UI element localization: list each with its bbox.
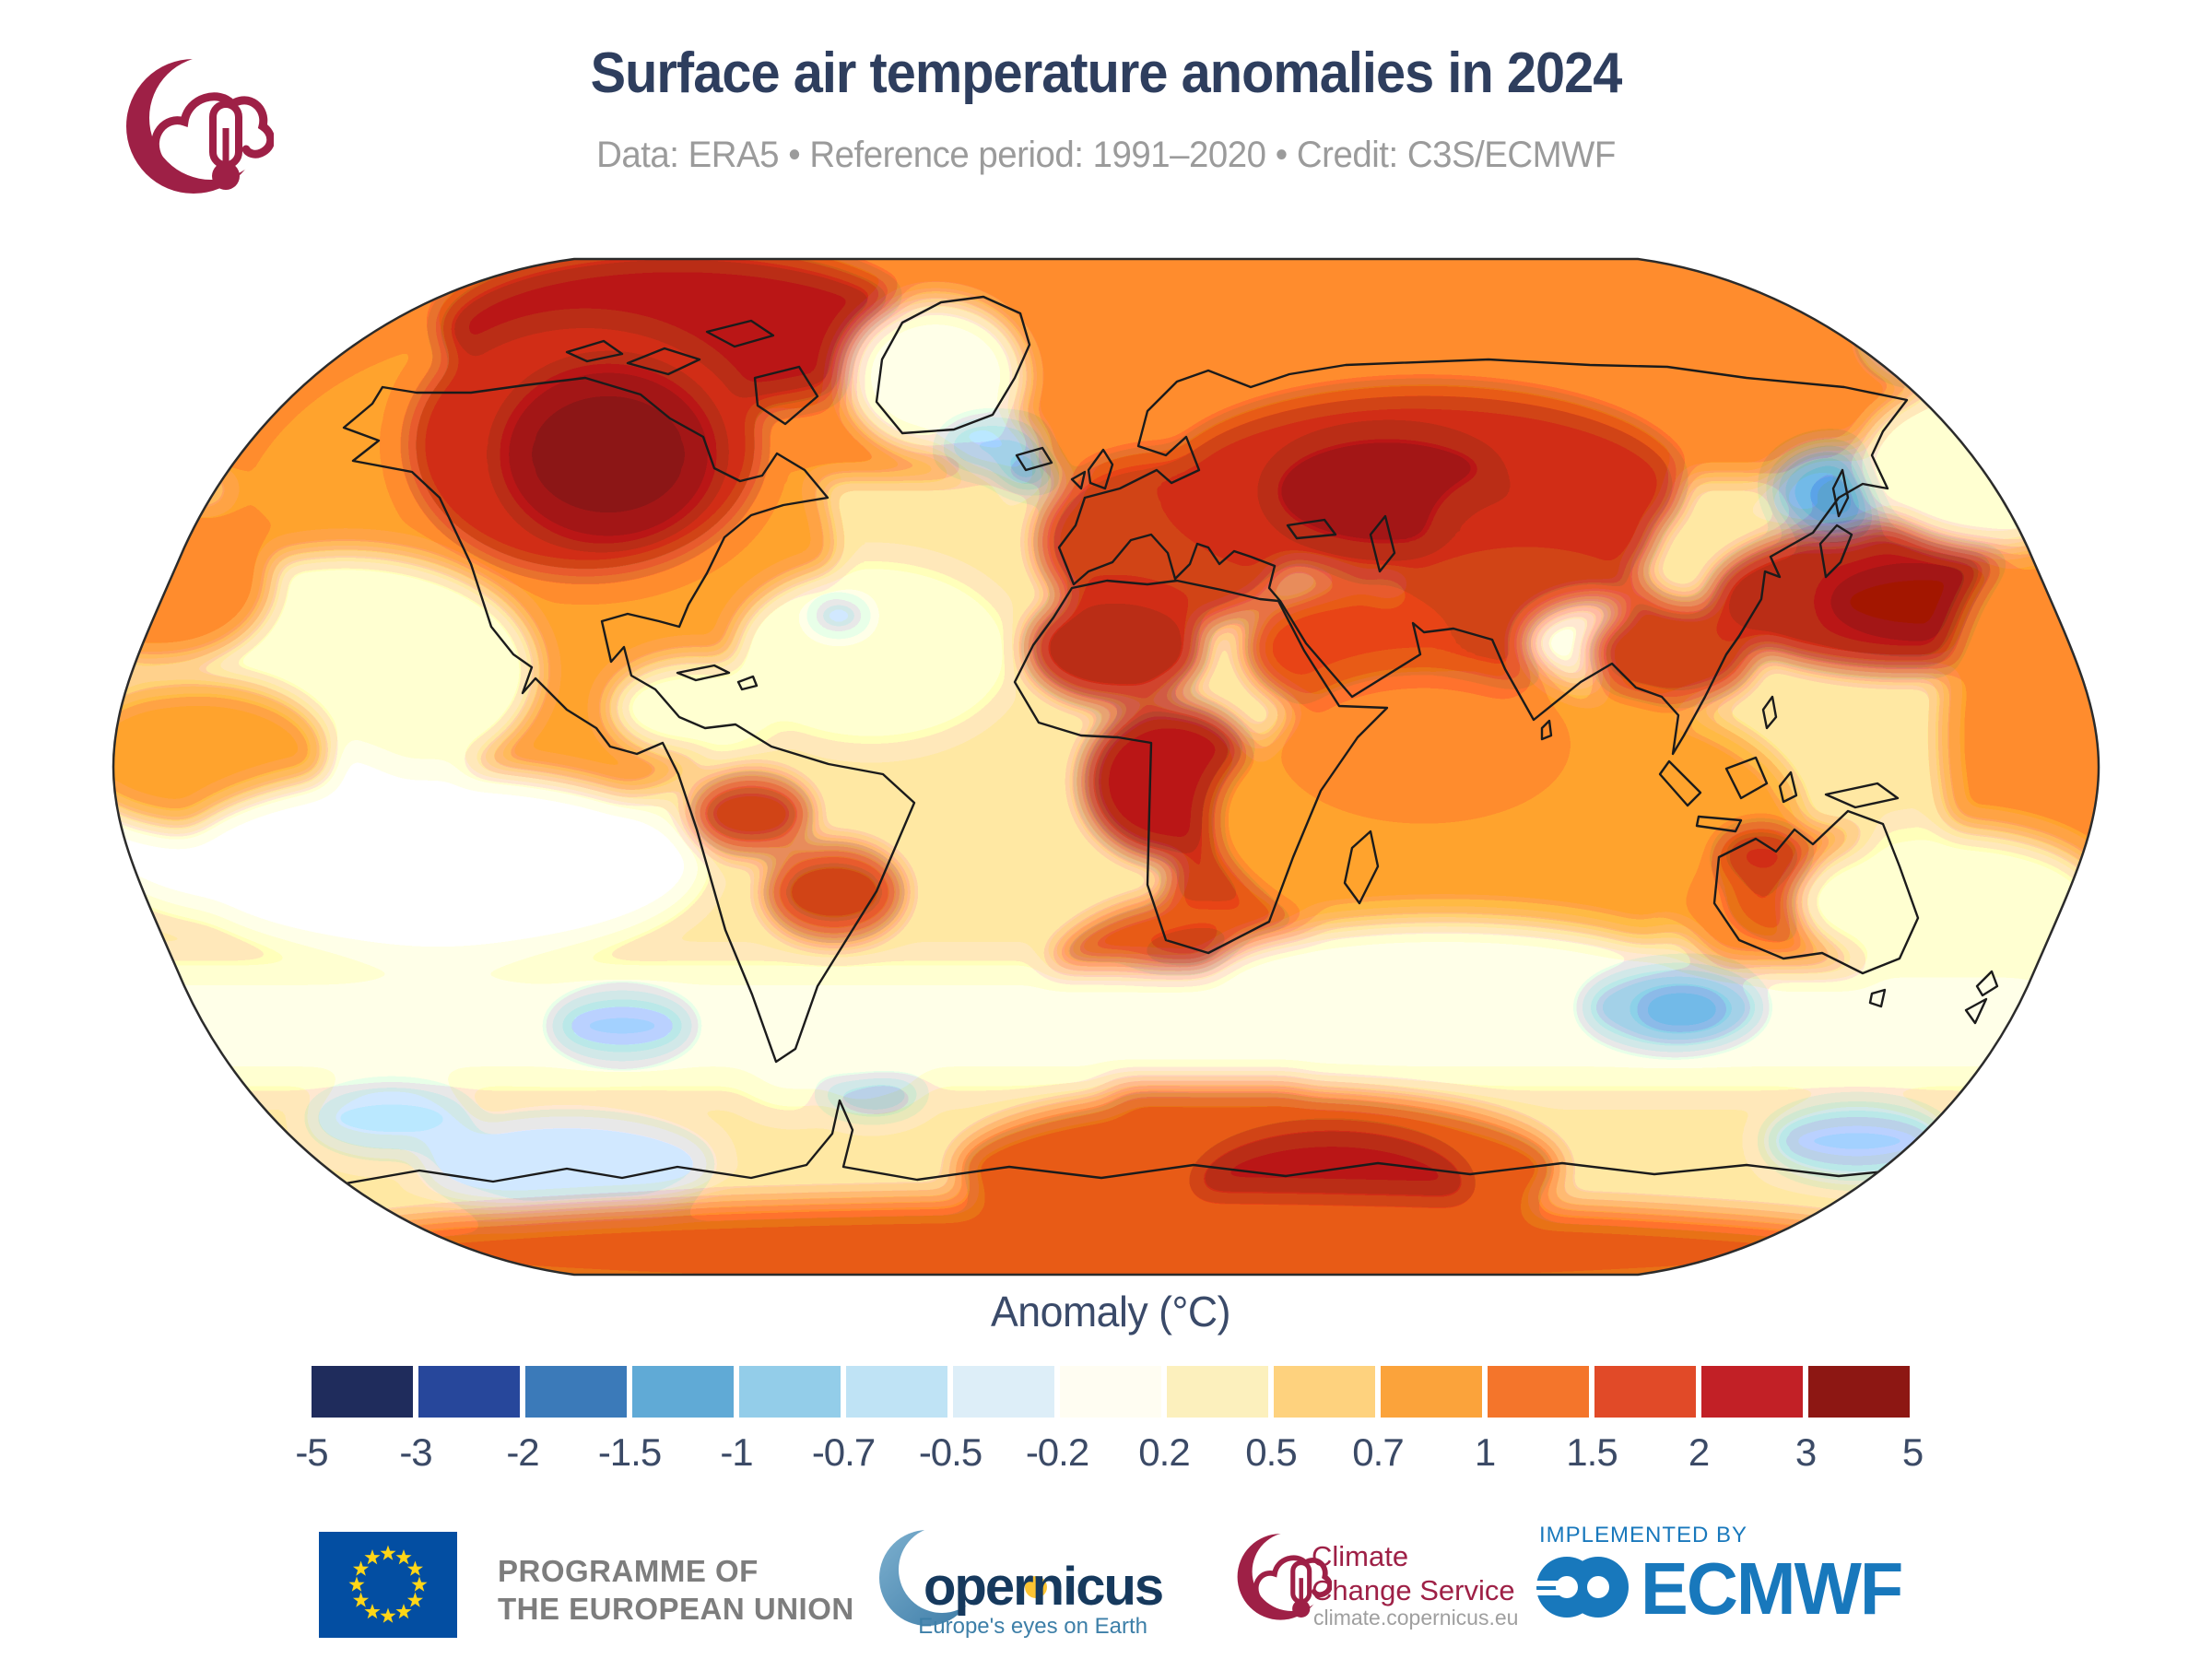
colorbar-cell <box>1701 1366 1803 1418</box>
colorbar-tick: -1 <box>720 1430 753 1474</box>
c3s-footer-label: Climate Change Service <box>1312 1539 1515 1607</box>
colorbar-cell <box>1167 1366 1268 1418</box>
eu-star-icon <box>380 1607 396 1623</box>
eu-star-icon <box>353 1560 370 1576</box>
colorbar-tick: -0.7 <box>811 1430 876 1474</box>
colorbar-ticks: -5 -3 -2 -1.5 -1 -0.7 -0.5 -0.2 0.2 0.5 0.7 1 1.5 2 3 5 <box>295 1430 1924 1478</box>
eu-star-icon <box>406 1560 423 1576</box>
colorbar-cell <box>1274 1366 1375 1418</box>
world-map-robinson <box>112 257 2100 1277</box>
copernicus-dot-icon <box>1025 1576 1047 1598</box>
eu-star-icon <box>395 1549 412 1565</box>
colorbar-tick: 5 <box>1901 1430 1924 1474</box>
eu-star-icon <box>364 1603 381 1619</box>
colorbar-label: Anomaly (°C) <box>991 1288 1230 1335</box>
eu-star-icon <box>353 1592 370 1607</box>
colorbar-tick: -0.2 <box>1025 1430 1089 1474</box>
implemented-by-label: IMPLEMENTED BY <box>1539 1523 1748 1547</box>
colorbar-cell <box>1060 1366 1161 1418</box>
eu-star-icon <box>411 1576 428 1592</box>
colorbar-tick: 0.7 <box>1352 1430 1404 1474</box>
eu-star-icon <box>380 1545 396 1560</box>
colorbar-cell <box>953 1366 1054 1418</box>
eu-flag <box>319 1532 457 1638</box>
colorbar-cell <box>1488 1366 1589 1418</box>
colorbar-tick: -2 <box>506 1430 539 1474</box>
copernicus-crescent-icon <box>879 1526 985 1626</box>
eu-programme-line2: THE EUROPEAN UNION <box>498 1592 854 1626</box>
page-subtitle: Data: ERA5 • Reference period: 1991–2020… <box>596 135 1616 175</box>
colorbar-cell <box>1594 1366 1696 1418</box>
eu-programme-label: PROGRAMME OF THE EUROPEAN UNION <box>498 1552 854 1628</box>
eu-star-icon <box>364 1549 381 1565</box>
colorbar-tick: 1 <box>1474 1430 1496 1474</box>
eu-star-icon <box>395 1603 412 1619</box>
world-map-container <box>106 256 2106 1279</box>
colorbar-cell <box>312 1366 413 1418</box>
map-outline <box>112 257 2100 1277</box>
page-title: Surface air temperature anomalies in 202… <box>590 41 1623 105</box>
copernicus-wordmark: opernicus <box>924 1557 1162 1617</box>
colorbar-cell <box>739 1366 841 1418</box>
colorbar <box>312 1366 1910 1418</box>
colorbar-tick: -0.5 <box>918 1430 982 1474</box>
colorbar-tick: 1.5 <box>1566 1430 1618 1474</box>
colorbar-tick: 0.5 <box>1245 1430 1297 1474</box>
colorbar-cell <box>418 1366 520 1418</box>
colorbar-cell <box>632 1366 734 1418</box>
eu-stars <box>348 1545 428 1623</box>
copernicus-tagline: Europe's eyes on Earth <box>918 1614 1147 1639</box>
c3s-label-line1: Climate <box>1312 1540 1409 1572</box>
colorbar-cell <box>1808 1366 1910 1418</box>
colorbar-cell <box>1381 1366 1482 1418</box>
c3s-label-line2: Change Service <box>1312 1574 1515 1606</box>
eu-star-icon <box>406 1592 423 1607</box>
eu-star-icon <box>348 1576 365 1592</box>
copernicus-logo: opernicus Europe's eyes on Earth <box>879 1526 1164 1639</box>
colorbar-cell <box>525 1366 627 1418</box>
anomaly-field <box>113 259 2099 1275</box>
ecmwf-wordmark: ECMWF <box>1641 1547 1903 1630</box>
colorbar-tick: 3 <box>1794 1430 1817 1474</box>
continent-outlines <box>192 295 2006 1187</box>
colorbar-cell <box>846 1366 947 1418</box>
colorbar-tick: -5 <box>295 1430 328 1474</box>
colorbar-tick: -1.5 <box>597 1430 662 1474</box>
colorbar-tick: 2 <box>1688 1430 1710 1474</box>
colorbar-tick: -3 <box>399 1430 432 1474</box>
ecmwf-logo-icon <box>1535 1557 1629 1618</box>
eu-programme-line1: PROGRAMME OF <box>498 1554 759 1588</box>
c3s-url: climate.copernicus.eu <box>1313 1606 1519 1630</box>
colorbar-tick: 0.2 <box>1138 1430 1190 1474</box>
